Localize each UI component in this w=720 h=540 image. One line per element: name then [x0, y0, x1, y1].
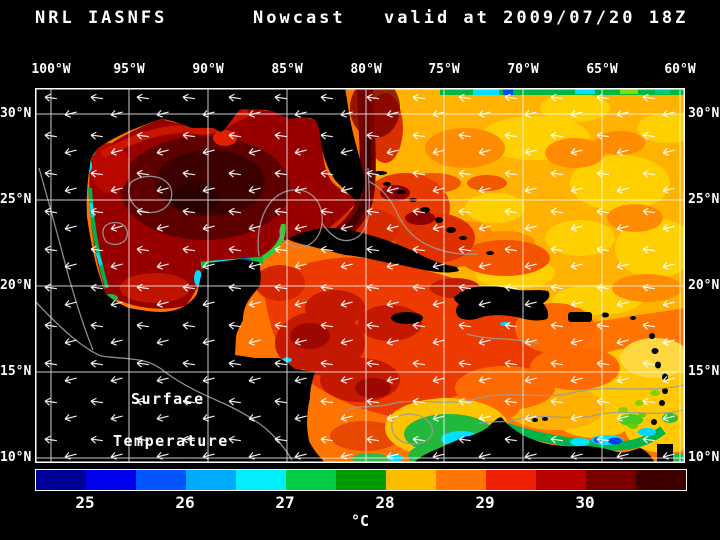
wind-vectors-overlay — [35, 88, 685, 463]
colorbar-tick: 27 — [275, 493, 295, 512]
lon-label: 60°W — [664, 62, 696, 77]
lat-label: 25°N — [0, 192, 32, 207]
colorbar-segment — [186, 470, 236, 490]
colorbar-segment — [436, 470, 486, 490]
colorbar-segment — [36, 470, 86, 490]
colorbar-segment — [86, 470, 136, 490]
lon-label: 95°W — [113, 62, 145, 77]
colorbar-segment — [536, 470, 586, 490]
lon-label: 90°W — [192, 62, 224, 77]
lon-label: 80°W — [350, 62, 382, 77]
colorbar-segment — [386, 470, 436, 490]
colorbar-segment — [586, 470, 636, 490]
sst-map-canvas: Surface Temperature — [35, 88, 685, 463]
title-valid-time: valid at 2009/07/20 18Z — [384, 8, 689, 28]
map-annotations: Surface Temperature — [113, 390, 229, 450]
colorbar-tick: 29 — [475, 493, 495, 512]
colorbar-tick: 30 — [575, 493, 595, 512]
lat-label: 30°N — [688, 106, 720, 121]
title-model: NRL IASNFS — [35, 8, 168, 28]
colorbar-segment — [636, 470, 686, 490]
colorbar-segment — [486, 470, 536, 490]
lat-label: 10°N — [0, 450, 32, 465]
colorbar-segment — [336, 470, 386, 490]
lat-label: 30°N — [0, 106, 32, 121]
lon-label: 75°W — [428, 62, 460, 77]
lat-label: 10°N — [688, 450, 720, 465]
lon-label: 100°W — [31, 62, 71, 77]
lat-label: 15°N — [688, 364, 720, 379]
lon-label: 70°W — [507, 62, 539, 77]
colorbar-axis: 25 26 27 28 29 30 — [35, 493, 685, 512]
colorbar-segment — [136, 470, 186, 490]
colorbar-segments — [35, 469, 687, 491]
colorbar-segment — [236, 470, 286, 490]
lon-label: 85°W — [271, 62, 303, 77]
colorbar-tick: 26 — [175, 493, 195, 512]
colorbar-tick: 25 — [75, 493, 95, 512]
colorbar-segment — [286, 470, 336, 490]
colorbar-tick: 28 — [375, 493, 395, 512]
annotation-temperature: Temperature — [113, 432, 229, 450]
colorbar-unit: °C — [350, 512, 370, 530]
longitude-axis: 100°W 95°W 90°W 85°W 80°W 75°W 70°W 65°W… — [31, 62, 695, 78]
lat-label: 20°N — [688, 278, 720, 293]
annotation-surface: Surface — [131, 390, 205, 408]
lat-label: 25°N — [688, 192, 720, 207]
sst-map: Surface Temperature — [35, 88, 685, 463]
lon-label: 65°W — [586, 62, 618, 77]
title-product: Nowcast — [253, 8, 346, 28]
map-border — [35, 88, 685, 463]
lat-label: 20°N — [0, 278, 32, 293]
lat-label: 15°N — [0, 364, 32, 379]
